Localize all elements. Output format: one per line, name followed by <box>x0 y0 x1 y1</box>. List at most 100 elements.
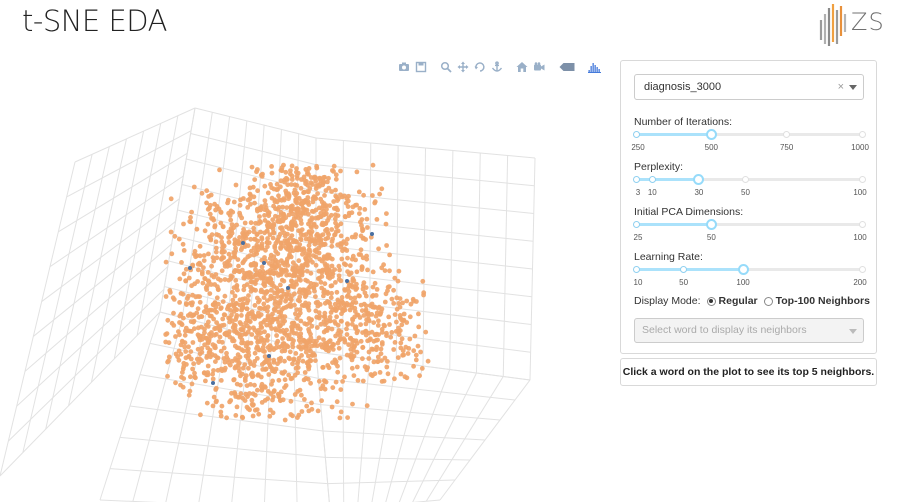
scatter-point[interactable] <box>392 340 398 345</box>
scatter-point[interactable] <box>328 295 334 301</box>
scatter-point[interactable] <box>276 205 282 210</box>
scatter-point[interactable] <box>228 273 234 279</box>
scatter-point[interactable] <box>277 231 283 237</box>
scatter-point[interactable] <box>325 179 330 185</box>
scatter-point[interactable] <box>309 323 315 329</box>
scatter-point[interactable] <box>370 284 376 290</box>
scatter-point[interactable] <box>345 415 350 420</box>
scatter-point[interactable] <box>287 356 293 362</box>
scatter-point[interactable] <box>418 349 423 355</box>
scatter-point[interactable] <box>265 190 271 196</box>
scatter-point[interactable] <box>188 215 193 220</box>
scatter-point[interactable] <box>391 301 397 306</box>
scatter-point[interactable] <box>299 392 304 398</box>
scatter-point[interactable] <box>254 232 260 238</box>
scatter-point[interactable] <box>286 254 292 259</box>
scatter-point[interactable] <box>320 241 326 247</box>
scatter-point[interactable] <box>232 250 238 256</box>
scatter-point[interactable] <box>205 324 211 329</box>
scatter-point[interactable] <box>294 166 299 171</box>
scatter-point[interactable] <box>358 302 364 308</box>
scatter-point[interactable] <box>399 317 404 323</box>
scatter-point[interactable] <box>291 338 296 344</box>
scatter-point[interactable] <box>364 253 369 259</box>
scatter-point[interactable] <box>232 343 238 349</box>
scatter-point[interactable] <box>396 325 401 331</box>
scatter-point[interactable] <box>168 196 174 202</box>
scatter-point[interactable] <box>318 279 324 285</box>
scatter-point[interactable] <box>202 228 208 234</box>
scatter-point[interactable] <box>273 206 278 212</box>
scatter-point[interactable] <box>341 261 347 267</box>
scatter-point[interactable] <box>250 403 256 408</box>
scatter-point[interactable] <box>389 296 395 302</box>
scatter-point[interactable] <box>262 283 268 289</box>
scatter-point[interactable] <box>204 188 210 194</box>
scatter-point[interactable] <box>365 225 370 230</box>
scatter-point[interactable] <box>299 272 305 278</box>
scatter-point[interactable] <box>322 211 328 217</box>
scatter-point[interactable] <box>325 255 331 261</box>
scatter-point[interactable] <box>213 399 219 405</box>
scatter-point[interactable] <box>239 313 244 318</box>
scatter-point[interactable] <box>285 344 291 350</box>
scatter-point[interactable] <box>377 370 383 375</box>
scatter-point[interactable] <box>325 291 331 296</box>
scatter-point[interactable] <box>220 224 226 229</box>
scatter-point[interactable] <box>181 221 186 227</box>
scatter-point[interactable] <box>249 332 255 337</box>
scatter-point[interactable] <box>286 194 292 200</box>
scatter-point[interactable] <box>304 257 310 263</box>
scatter-point[interactable] <box>259 264 265 270</box>
scatter-point[interactable] <box>313 207 319 213</box>
scatter-point[interactable] <box>319 285 325 291</box>
scatter-point[interactable] <box>352 234 358 240</box>
scatter-point[interactable] <box>247 253 253 259</box>
scatter-point[interactable] <box>329 227 335 232</box>
scatter-point[interactable] <box>294 282 299 287</box>
scatter-point[interactable] <box>254 277 260 283</box>
scatter-point[interactable] <box>206 194 212 199</box>
scatter-point[interactable] <box>323 340 329 346</box>
scatter-point[interactable] <box>255 188 260 194</box>
slider-mark-dot[interactable] <box>632 266 640 273</box>
reset-camera-icon[interactable] <box>531 59 547 75</box>
scatter-point[interactable] <box>258 172 264 178</box>
scatter-point[interactable] <box>272 290 277 296</box>
scatter-point[interactable] <box>212 224 218 230</box>
scatter-point[interactable] <box>354 364 360 370</box>
scatter-point[interactable] <box>323 236 328 242</box>
scatter-point[interactable] <box>251 225 257 231</box>
scatter-point[interactable] <box>218 348 224 354</box>
scatter-point[interactable] <box>309 400 314 406</box>
scatter-point[interactable] <box>330 341 336 347</box>
scatter-point[interactable] <box>358 322 363 327</box>
scatter-point[interactable] <box>233 278 239 283</box>
scatter-point[interactable] <box>284 272 290 278</box>
scatter-point[interactable] <box>301 232 306 238</box>
scatter-point[interactable] <box>244 282 250 287</box>
scatter-point[interactable] <box>229 230 235 236</box>
scatter-point[interactable] <box>335 340 341 346</box>
scatter-point[interactable] <box>220 250 226 255</box>
scatter-point[interactable] <box>308 234 314 239</box>
scatter-point[interactable] <box>291 330 297 336</box>
scatter-point[interactable] <box>222 312 228 318</box>
scatter-point[interactable] <box>372 200 378 206</box>
scatter-point[interactable] <box>321 175 326 180</box>
scatter-point[interactable] <box>295 215 301 221</box>
scatter-point[interactable] <box>198 314 204 319</box>
scatter-point[interactable] <box>295 415 300 420</box>
scatter-point[interactable] <box>330 236 335 242</box>
scatter-point[interactable] <box>338 409 344 415</box>
scatter-point[interactable] <box>392 376 397 382</box>
scatter-point[interactable] <box>237 235 242 240</box>
scatter-point[interactable] <box>186 353 192 359</box>
scatter-point[interactable] <box>379 186 385 192</box>
scatter-point[interactable] <box>263 366 269 372</box>
scatter-point[interactable] <box>282 417 288 423</box>
scatter-point[interactable] <box>306 327 311 332</box>
scatter-point[interactable] <box>284 205 290 210</box>
scatter-point[interactable] <box>251 229 257 235</box>
scatter-point[interactable] <box>306 166 312 171</box>
